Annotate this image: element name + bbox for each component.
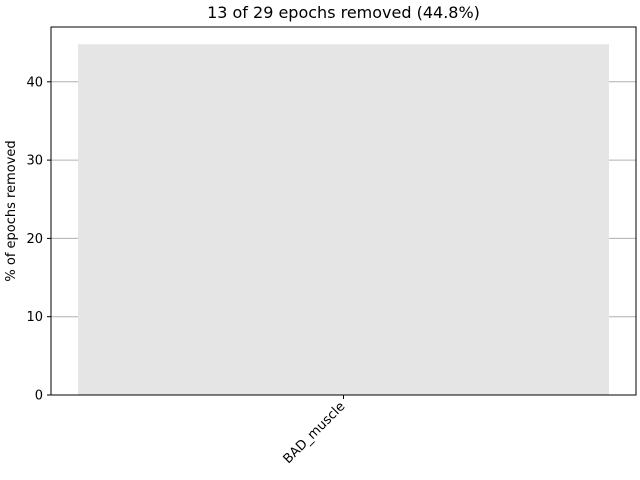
bars — [78, 44, 609, 396]
x-tick-label-0: BAD_muscle — [281, 399, 349, 467]
chart-title: 13 of 29 epochs removed (44.8%) — [207, 3, 480, 22]
y-tick-label-1: 10 — [26, 310, 43, 325]
y-tick-label-4: 40 — [26, 75, 43, 90]
y-tick-label-0: 0 — [35, 389, 43, 404]
y-axis-label: % of epochs removed — [4, 140, 19, 281]
y-tick-label-3: 30 — [26, 154, 43, 169]
y-axis-ticks: 0 10 20 30 40 — [26, 75, 51, 404]
bar-bad-muscle — [78, 44, 609, 396]
x-axis-ticks: BAD_muscle — [281, 395, 349, 467]
y-tick-label-2: 20 — [26, 232, 43, 247]
